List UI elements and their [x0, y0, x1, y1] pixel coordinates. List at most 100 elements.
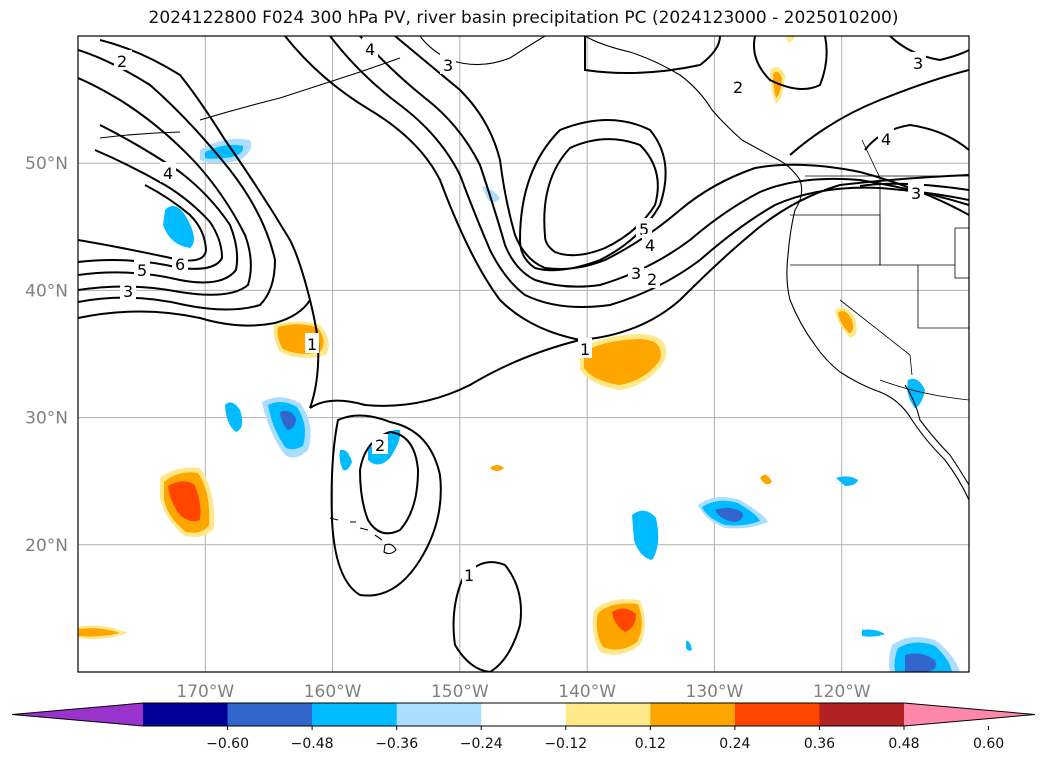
colorbar-labels: −0.60 −0.48 −0.36 −0.24 −0.12 0.12 0.24 0.36 0.4… [206, 726, 1004, 752]
colorbar-tick-label: −0.12 [544, 736, 587, 752]
anomaly-negative [280, 410, 296, 430]
colorbar-segment [734, 703, 820, 726]
pv-contour [78, 77, 252, 296]
contour-label: 5 [639, 220, 649, 239]
anomaly-negative [632, 510, 659, 560]
map-frame [77, 35, 970, 673]
contour-label: 4 [365, 40, 375, 59]
anomaly-negative [907, 378, 925, 408]
pv-contour [284, 36, 969, 342]
pv-contour [753, 36, 828, 90]
contour-label: 3 [443, 56, 453, 75]
colorbar-segment [819, 703, 905, 726]
lon-tick-label: 150°W [431, 682, 489, 702]
lat-tick-label: 30°N [25, 409, 68, 429]
contour-label: 5 [137, 261, 147, 280]
colorbar-extend-high [904, 703, 1035, 726]
colorbar-extend-low [12, 703, 143, 726]
contour-label: 1 [464, 566, 474, 585]
colorbar-segment [227, 703, 313, 726]
lat-tick-label: 20°N [25, 536, 68, 556]
colorbar-tick-label: −0.24 [460, 736, 503, 752]
colorbar-tick-label: 0.48 [888, 736, 919, 752]
pv-contour [518, 119, 667, 272]
map-area [78, 36, 969, 672]
pv-contour [358, 430, 420, 535]
coastlines [99, 36, 969, 555]
contour-label: 2 [375, 436, 385, 455]
pv-contour [584, 36, 721, 75]
gridlines [78, 36, 969, 672]
lat-tick-label: 50°N [25, 154, 68, 174]
anomaly-negative [836, 476, 858, 486]
north-america-coast [584, 36, 969, 501]
anomaly-negative [905, 653, 936, 672]
colorbar-segment [650, 703, 736, 726]
contour-label: 4 [881, 130, 891, 149]
pv-contour [543, 138, 659, 257]
anomaly-negative [225, 402, 243, 432]
colorbar-segment [396, 703, 482, 726]
anomaly-positive [490, 465, 504, 471]
contour-label: 3 [631, 264, 641, 283]
colorbar-tick-label: −0.48 [291, 736, 334, 752]
anomaly-positive [773, 71, 782, 98]
colorbar-tick-label: 0.60 [973, 736, 1004, 752]
alaska-coast [419, 36, 546, 66]
anomaly-negative [862, 629, 885, 637]
lon-tick-label: 170°W [176, 682, 234, 702]
contour-labels: 2 3 4 4 5 6 3 1 2 1 5 4 3 2 [114, 38, 926, 585]
lon-tick-label: 160°W [304, 682, 362, 702]
pv-contour [330, 414, 442, 597]
pv-contour [452, 561, 522, 672]
colorbar [11, 702, 1036, 727]
pv-contour [78, 184, 208, 262]
contour-label: 3 [123, 282, 133, 301]
anomaly-positive [78, 628, 120, 637]
pv-contour [78, 149, 224, 270]
colorbar-segment [481, 703, 567, 726]
colorbar-outline [11, 702, 1036, 727]
contour-label: 2 [733, 78, 743, 97]
lat-tick-label: 40°N [25, 281, 68, 301]
pv-contour [309, 339, 581, 409]
anomaly-negative [482, 186, 500, 203]
plot-title: 2024122800 F024 300 hPa PV, river basin … [148, 8, 899, 28]
anomaly-negative [715, 507, 743, 522]
colorbar-tick-label: 0.36 [804, 736, 835, 752]
pv-contour [864, 123, 969, 151]
hawaii-islands [329, 517, 397, 555]
contour-label: 1 [307, 335, 317, 354]
latitude-labels: 50°N 40°N 30°N 20°N [25, 154, 68, 556]
anomaly-positive [760, 474, 772, 485]
lon-tick-label: 140°W [558, 682, 616, 702]
contour-label: 4 [163, 164, 173, 183]
anomaly-negative [205, 144, 244, 159]
anomaly-positive [838, 311, 853, 333]
anomaly-negative [686, 640, 692, 651]
contour-label: 3 [911, 184, 921, 203]
contour-label: 2 [117, 52, 127, 71]
pv-contour [329, 36, 969, 309]
contour-label: 6 [175, 255, 185, 274]
pv-contour [859, 182, 969, 191]
anomaly-negative [163, 206, 194, 248]
map-content: 2 3 4 4 5 6 3 1 2 1 5 4 3 2 [78, 36, 969, 672]
colorbar-tick-label: −0.60 [206, 736, 249, 752]
contour-label: 3 [913, 54, 923, 73]
colorbar-tick-label: 0.24 [719, 736, 750, 752]
lon-tick-label: 120°W [813, 682, 871, 702]
contour-label: 2 [647, 270, 657, 289]
pv-contour [359, 36, 969, 288]
anomaly-negative [339, 449, 352, 471]
colorbar-segment [312, 703, 398, 726]
pv-contour [789, 69, 969, 156]
lon-tick-label: 130°W [686, 682, 744, 702]
longitude-labels: 170°W 160°W 150°W 140°W 130°W 120°W [176, 682, 870, 702]
contour-label: 4 [645, 236, 655, 255]
contour-label: 1 [580, 340, 590, 359]
colorbar-tick-label: −0.36 [375, 736, 418, 752]
colorbar-tick-label: 0.12 [635, 736, 666, 752]
pv-contour [78, 39, 312, 327]
